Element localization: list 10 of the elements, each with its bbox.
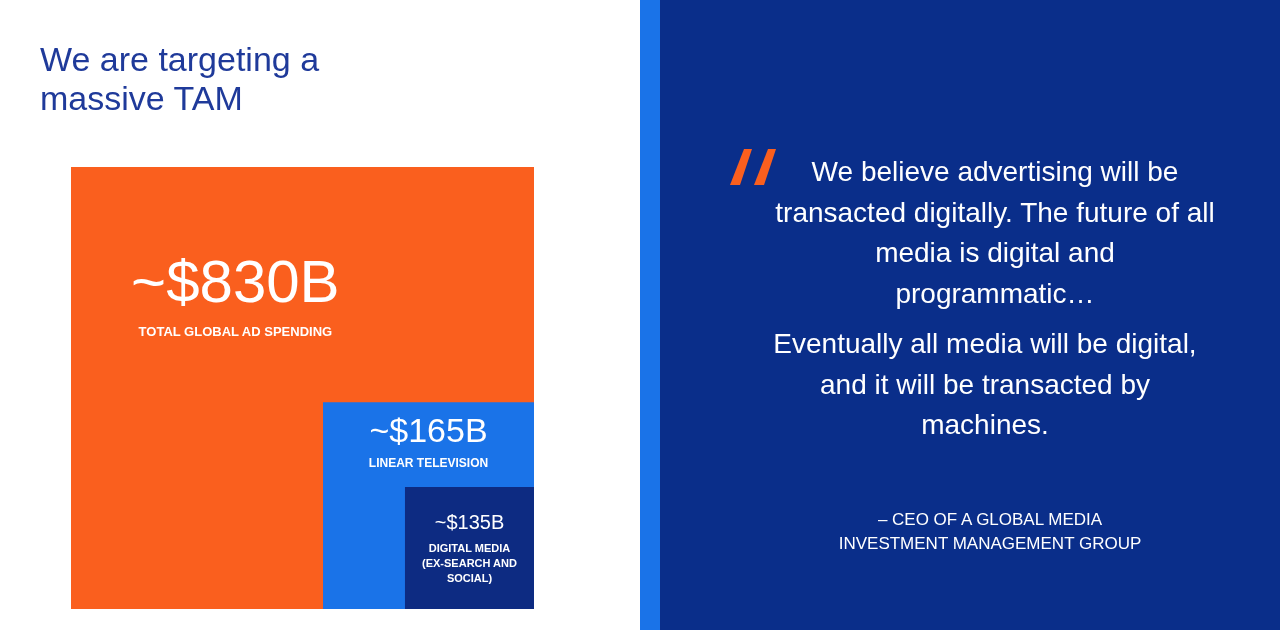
category-label: DIGITAL MEDIA (EX-SEARCH AND SOCIAL)	[422, 541, 517, 584]
category-label: LINEAR TELEVISION	[368, 455, 489, 470]
text: Eventually all media will be digital, and it will be transacted by machines.	[772, 327, 1198, 442]
data-label: ~$165B	[369, 410, 488, 449]
text: We believe advertising will be transacted digitally. The future of all media is digital and programmatic…	[774, 155, 1216, 311]
text: We are targeting a massive TAM	[40, 40, 321, 118]
data-label: ~$830B	[131, 247, 340, 315]
text: – CEO OF A GLOBAL MEDIA INVESTMENT MANAGEMENT GROUP	[837, 509, 1143, 555]
data-label: ~$135B	[434, 511, 505, 534]
category-label: TOTAL GLOBAL AD SPENDING	[138, 323, 333, 339]
